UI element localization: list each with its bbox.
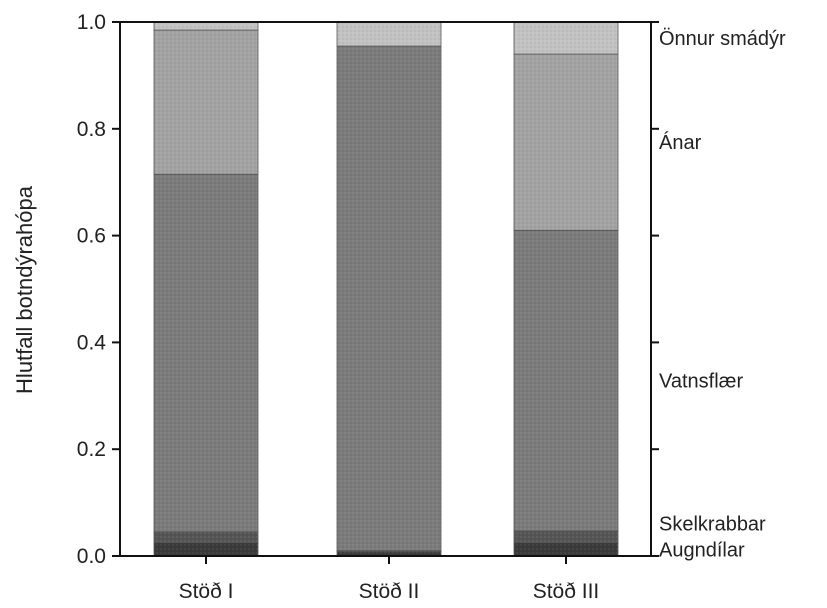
- bar-texture-2-1: [337, 551, 441, 556]
- y-tick-labels: 0.0 0.2 0.4 0.6 0.8 1.0: [77, 11, 107, 568]
- bar-texture-3-3: [514, 230, 618, 531]
- bar-texture-1-3: [154, 174, 258, 532]
- series-label: Skelkrabbar: [659, 513, 766, 535]
- y-tick-label: 0.6: [77, 225, 106, 248]
- bar-texture-3-4: [514, 54, 618, 231]
- bar-texture-1-4: [154, 30, 258, 175]
- y-tick-label: 0.2: [77, 438, 106, 461]
- bar-texture-2-2: [337, 550, 441, 552]
- bar-texture-1-2: [154, 531, 258, 543]
- series-label: Önnur smádýr: [659, 28, 786, 50]
- bar-texture-1-1: [154, 542, 258, 556]
- series-label: Vatnsflær: [659, 371, 743, 393]
- bar-texture-3-2: [514, 530, 618, 543]
- y-tick-label: 1.0: [77, 11, 106, 34]
- y-axis-title: Hlutfall botndýrahópa: [12, 185, 37, 394]
- y-tick-label: 0.4: [77, 331, 107, 354]
- bar-texture-1-5: [154, 22, 258, 31]
- x-tick-labels: Stöð I Stöð II Stöð III: [179, 580, 600, 603]
- bars-group: [153, 21, 619, 557]
- y-tick-label: 0.8: [77, 118, 106, 141]
- bar-texture-2-5: [337, 22, 441, 47]
- plot-frame: [119, 21, 652, 557]
- x-tick-label: Stöð III: [533, 580, 600, 603]
- series-labels: Augndílar Skelkrabbar Vatnsflær Ánar Önnur s…: [659, 28, 786, 561]
- bar-texture-3-1: [514, 542, 618, 556]
- series-label: Augndílar: [659, 539, 745, 561]
- bar-texture-3-5: [514, 22, 618, 55]
- series-label: Ánar: [659, 131, 702, 154]
- y-tick-label: 0.0: [77, 545, 106, 568]
- x-tick-label: Stöð I: [179, 580, 234, 603]
- x-tick-label: Stöð II: [359, 580, 420, 603]
- bar-texture-2-3: [337, 46, 441, 551]
- axes-group: [112, 21, 659, 564]
